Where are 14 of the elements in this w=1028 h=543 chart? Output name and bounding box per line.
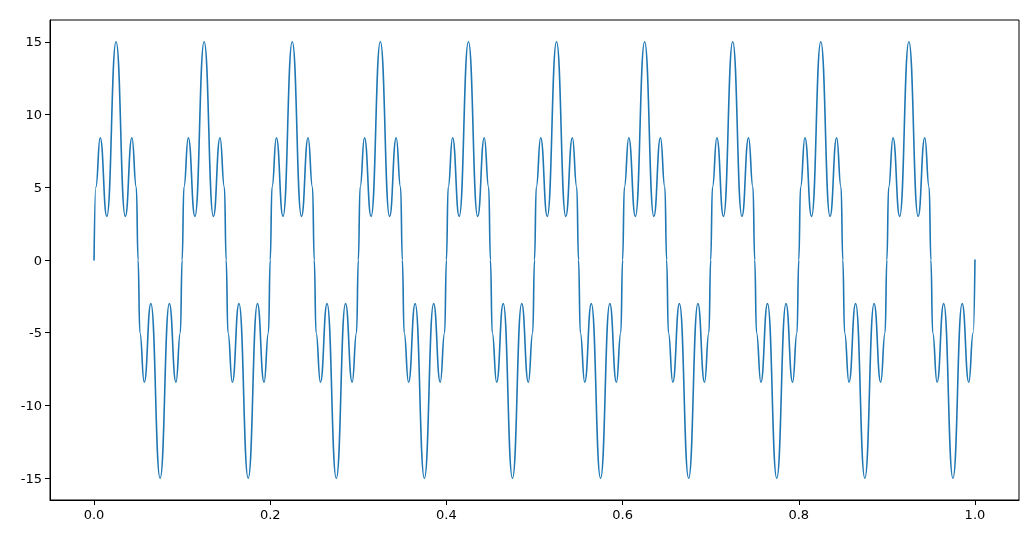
- x-tick-label: 0.0: [83, 507, 105, 522]
- x-tick-label: 0.6: [612, 507, 633, 522]
- x-tick-label: 1.0: [964, 507, 986, 522]
- x-tick-label: 0.4: [436, 507, 457, 522]
- y-tick-label: 0: [33, 252, 42, 268]
- x-tick-label: 0.8: [788, 507, 810, 522]
- y-tick-label: 5: [33, 179, 42, 195]
- x-tick-label: 0.2: [259, 507, 281, 522]
- line-series: [93, 41, 976, 479]
- y-tick-label: -15: [20, 470, 42, 486]
- y-tick-label: -5: [29, 325, 42, 341]
- y-tick-label: -10: [20, 397, 42, 413]
- y-tick-label: 15: [25, 34, 42, 50]
- y-tick-label: 10: [25, 107, 42, 123]
